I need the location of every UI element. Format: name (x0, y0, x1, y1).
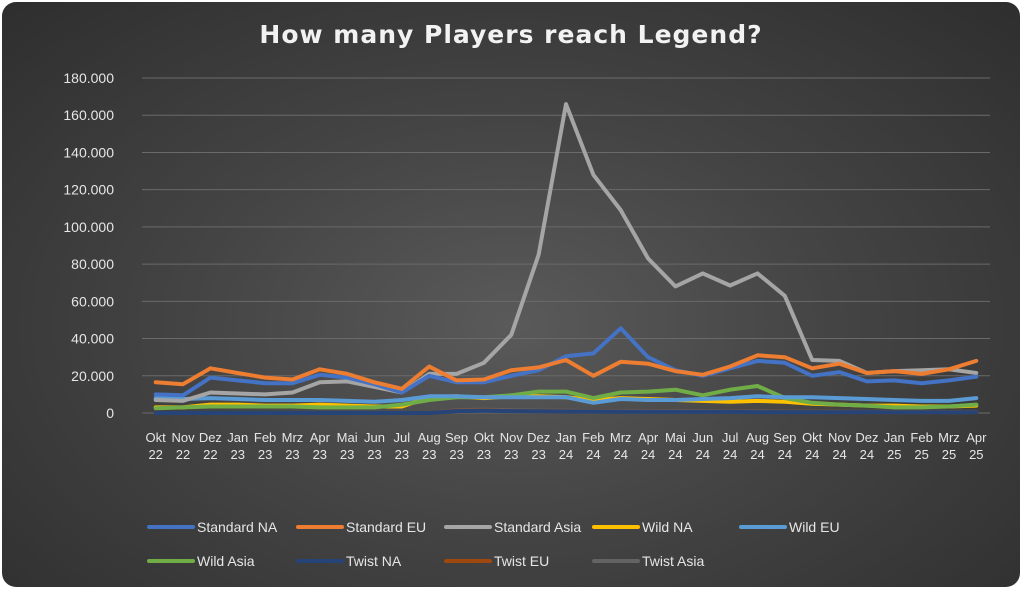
y-tick-label: 40.000 (71, 331, 114, 347)
legend-label: Standard NA (197, 519, 278, 535)
y-tick-label: 20.000 (71, 368, 114, 384)
x-tick-label: Feb (582, 430, 604, 445)
x-tick-label-year: 25 (969, 447, 983, 462)
y-tick-label: 80.000 (71, 256, 114, 272)
x-tick-label-year: 23 (531, 447, 545, 462)
y-tick-label: 60.000 (71, 293, 114, 309)
series-line-standard-na (153, 326, 979, 398)
x-tick-label: Mrz (282, 430, 304, 445)
x-tick-label-year: 25 (942, 447, 956, 462)
x-tick-label-year: 25 (887, 447, 901, 462)
x-tick-label-year: 24 (832, 447, 846, 462)
y-tick-label: 160.000 (63, 107, 114, 123)
x-tick-label: Apr (966, 430, 987, 445)
x-tick-label: Jun (364, 430, 385, 445)
y-tick-label: 120.000 (63, 182, 114, 198)
x-tick-label: Apr (310, 430, 331, 445)
legend-label: Twist EU (494, 553, 549, 569)
x-tick-label-year: 23 (340, 447, 354, 462)
x-tick-label-year: 22 (148, 447, 162, 462)
x-tick-label-year: 23 (477, 447, 491, 462)
x-tick-label: Dez (527, 430, 550, 445)
x-tick-label: Okt (474, 430, 495, 445)
x-tick-label: Feb (910, 430, 932, 445)
x-tick-label-year: 24 (860, 447, 874, 462)
x-tick-label: Apr (638, 430, 659, 445)
x-tick-label: Jan (556, 430, 577, 445)
x-tick-label: Okt (802, 430, 823, 445)
legend: Standard NA Standard EU Standard Asia Wild … (147, 519, 840, 569)
series-lines (153, 102, 979, 415)
y-tick-label: 180.000 (63, 70, 114, 86)
x-tick-label-year: 24 (723, 447, 737, 462)
chart-title: How many Players reach Legend? (259, 20, 763, 49)
x-tick-label-year: 24 (696, 447, 710, 462)
x-tick-label-year: 25 (914, 447, 928, 462)
y-tick-label: 140.000 (63, 144, 114, 160)
series-line-wild-asia (153, 384, 979, 411)
series-line-twist-na (153, 408, 979, 415)
x-tick-label: Dez (855, 430, 878, 445)
x-tick-label-year: 24 (778, 447, 792, 462)
x-tick-label: Sep (773, 430, 796, 445)
x-tick-label: Nov (828, 430, 852, 445)
legend-label: Standard Asia (494, 519, 581, 535)
x-tick-label: Jul (722, 430, 739, 445)
x-tick-label-year: 23 (285, 447, 299, 462)
x-tick-label-year: 24 (641, 447, 655, 462)
x-axis-ticks: Okt 22 Nov 22 Dez 22 Jan 23 Feb 23 Mrz 23 Apr 23 Mai 23… (146, 430, 988, 462)
x-tick-label: Nov (171, 430, 195, 445)
series-line-standard-asia (153, 102, 979, 403)
x-tick-label-year: 24 (668, 447, 682, 462)
legend-label: Standard EU (346, 519, 426, 535)
x-tick-label: Jan (884, 430, 905, 445)
x-tick-label: Okt (146, 430, 167, 445)
x-tick-label: Jul (394, 430, 411, 445)
legend-label: Wild Asia (197, 553, 255, 569)
x-tick-label: Nov (500, 430, 524, 445)
x-tick-label: Mrz (610, 430, 632, 445)
x-tick-label: Mai (665, 430, 686, 445)
y-tick-label: 0 (106, 405, 114, 421)
x-tick-label-year: 23 (258, 447, 272, 462)
x-tick-label-year: 23 (231, 447, 245, 462)
legend-label: Twist Asia (642, 553, 704, 569)
y-tick-label: 100.000 (63, 219, 114, 235)
y-axis-ticks: 0 20.000 40.000 60.000 80.000 100.000 120.000 1… (63, 70, 114, 421)
x-tick-label-year: 24 (586, 447, 600, 462)
x-tick-label: Jan (227, 430, 248, 445)
legend-label: Wild NA (642, 519, 693, 535)
series-line-wild-eu (153, 394, 979, 405)
x-tick-label: Mrz (938, 430, 960, 445)
x-tick-label: Aug (418, 430, 441, 445)
gridlines (142, 77, 990, 414)
x-tick-label: Feb (254, 430, 276, 445)
x-tick-label-year: 23 (422, 447, 436, 462)
x-tick-label-year: 23 (313, 447, 327, 462)
x-tick-label-year: 24 (613, 447, 627, 462)
x-tick-label-year: 24 (559, 447, 573, 462)
x-tick-label: Aug (746, 430, 769, 445)
x-tick-label-year: 22 (176, 447, 190, 462)
x-tick-label: Dez (199, 430, 222, 445)
x-tick-label-year: 23 (395, 447, 409, 462)
x-tick-label-year: 24 (750, 447, 764, 462)
legend-label: Wild EU (789, 519, 840, 535)
series-line-standard-eu (153, 353, 979, 391)
x-tick-label: Mai (337, 430, 358, 445)
x-tick-label: Jun (692, 430, 713, 445)
x-tick-label-year: 23 (504, 447, 518, 462)
x-tick-label-year: 23 (449, 447, 463, 462)
x-tick-label-year: 22 (203, 447, 217, 462)
x-tick-label: Sep (445, 430, 468, 445)
x-tick-label-year: 23 (367, 447, 381, 462)
legend-label: Twist NA (346, 553, 402, 569)
x-tick-label-year: 24 (805, 447, 819, 462)
